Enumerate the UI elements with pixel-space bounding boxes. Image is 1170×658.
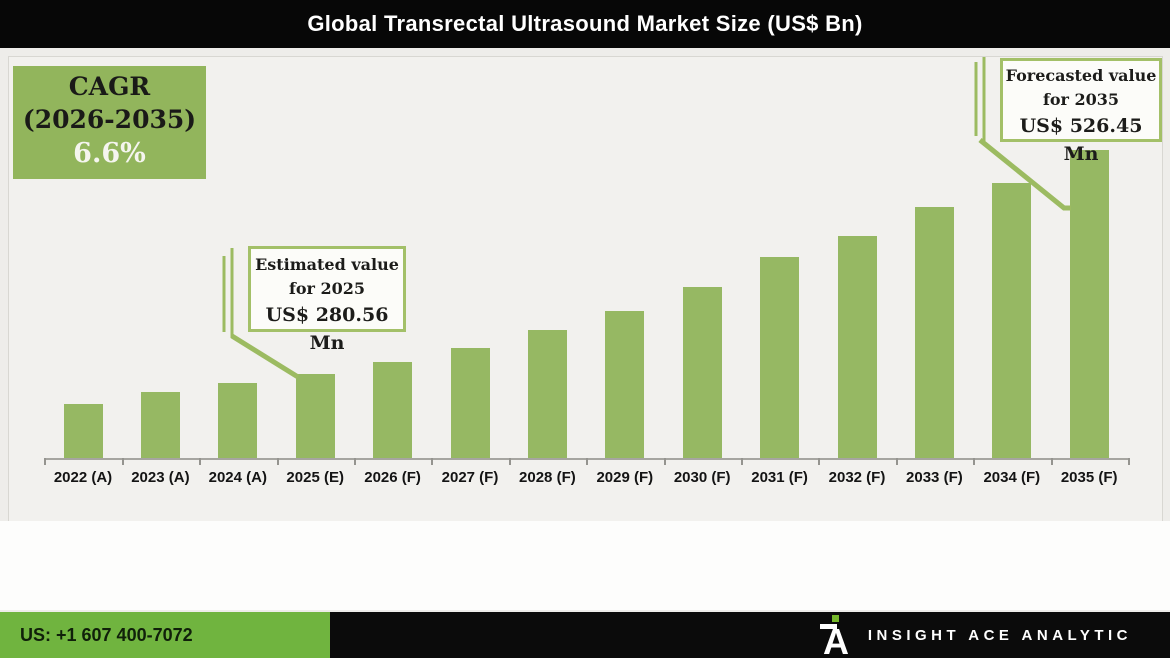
bar-2032-f <box>837 236 877 458</box>
axis-label-2032-f: 2032 (F) <box>828 469 886 486</box>
axis-label-2031-f: 2031 (F) <box>751 469 808 486</box>
footer-bar: US: +1 607 400-7072 A INSIGHT ACE ANALYT… <box>0 612 1170 658</box>
cagr-box: CAGR (2026-2035) 6.6% <box>13 66 206 179</box>
svg-text:A: A <box>823 621 849 655</box>
x-axis-tick <box>1127 458 1130 465</box>
x-axis-tick <box>895 458 898 465</box>
bar-2027-f <box>450 348 490 458</box>
forecasted-callout-line2: for 2035 <box>1042 90 1120 109</box>
axis-label-2025-e: 2025 (E) <box>286 469 344 486</box>
x-axis-tick <box>44 458 47 465</box>
forecasted-callout-value: US$ 526.45 Mn <box>1019 115 1143 165</box>
bar-2035-f <box>1069 150 1109 458</box>
x-axis-tick <box>431 458 434 465</box>
bar-2026-f <box>373 362 413 458</box>
x-axis-tick <box>740 458 743 465</box>
x-axis-tick <box>276 458 279 465</box>
bar-2025-e <box>295 374 335 458</box>
x-axis-tick <box>353 458 356 465</box>
bar-2030-f <box>682 287 722 458</box>
axis-label-2022-a: 2022 (A) <box>53 469 113 486</box>
x-axis-tick <box>586 458 589 465</box>
cagr-period: (2026-2035) <box>22 105 197 134</box>
bar-2024-a <box>218 383 258 458</box>
estimated-callout-line2: for 2025 <box>288 279 366 298</box>
estimated-value-callout: Estimated value for 2025 US$ 280.56 Mn <box>248 246 406 354</box>
axis-label-2029-f: 2029 (F) <box>596 469 654 486</box>
phone-block: US: +1 607 400-7072 <box>0 612 330 658</box>
bar-2022-a <box>63 404 103 458</box>
bar-2033-f <box>914 207 954 458</box>
axis-label-2023-a: 2023 (A) <box>131 469 190 486</box>
estimated-callout-line1: Estimated value <box>255 255 399 274</box>
page-title: Global Transrectal Ultrasound Market Siz… <box>307 11 863 36</box>
x-axis-tick <box>121 458 124 465</box>
brand-block: A INSIGHT ACE ANALYTIC <box>330 612 1170 658</box>
market-contributors-strip: Market Contributors: PHILIPS GSK FUJıFIL… <box>0 521 1170 610</box>
insight-ace-logo-icon: A <box>819 615 849 655</box>
bar-2031-f <box>760 257 800 458</box>
cagr-label: CAGR <box>68 72 151 101</box>
phone-number: US: +1 607 400-7072 <box>20 624 193 645</box>
brand-name: INSIGHT ACE ANALYTIC <box>867 626 1132 644</box>
bar-2029-f <box>605 311 645 458</box>
x-axis-tick <box>663 458 666 465</box>
axis-label-2026-f: 2026 (F) <box>364 469 421 486</box>
x-axis-tick <box>508 458 511 465</box>
estimated-callout-value: US$ 280.56 Mn <box>265 304 389 354</box>
axis-label-2030-f: 2030 (F) <box>673 469 731 486</box>
bar-2023-a <box>140 392 180 458</box>
x-axis-tick <box>973 458 976 465</box>
forecasted-value-callout: Forecasted value for 2035 US$ 526.45 Mn <box>1000 58 1162 165</box>
axis-label-2034-f: 2034 (F) <box>983 469 1041 486</box>
axis-label-2028-f: 2028 (F) <box>519 469 576 486</box>
axis-label-2035-f: 2035 (F) <box>1060 469 1118 486</box>
title-bar: Global Transrectal Ultrasound Market Siz… <box>0 0 1170 48</box>
axis-label-2033-f: 2033 (F) <box>906 469 963 486</box>
axis-label-2027-f: 2027 (F) <box>441 469 499 486</box>
forecasted-callout-line1: Forecasted value <box>1005 66 1157 85</box>
x-axis-tick <box>1050 458 1053 465</box>
bar-2034-f <box>992 183 1032 458</box>
bar-2028-f <box>527 330 567 458</box>
x-axis-tick <box>199 458 202 465</box>
cagr-value: 6.6% <box>73 138 146 169</box>
axis-label-2024-a: 2024 (A) <box>208 469 267 486</box>
x-axis-tick <box>818 458 821 465</box>
